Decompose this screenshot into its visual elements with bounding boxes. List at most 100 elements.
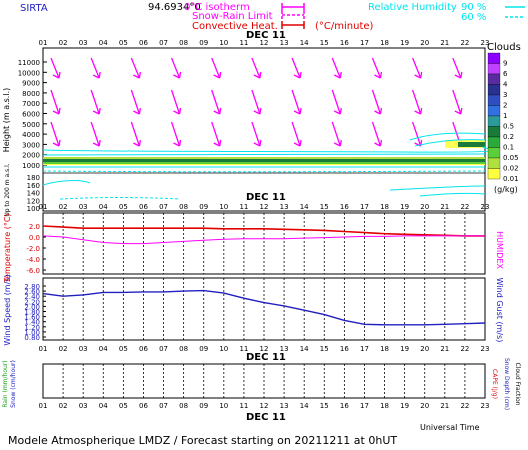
height-tick-label: 6000 <box>22 111 40 119</box>
colorbar-swatch <box>487 73 501 85</box>
hour-tick-label: 04 <box>99 402 108 410</box>
temperature-panel: 2.0 0.0 -2.0 -4.0 -6.0 Temperature (°C) HUMI… <box>3 212 504 284</box>
height-tick-label: 5000 <box>22 121 40 129</box>
wind-gust-label: Wind Gust (m/s) <box>495 278 504 343</box>
isotherm-legend: 0°C isotherm <box>184 2 250 13</box>
wind-arrow <box>90 57 100 79</box>
colorbar-level: 4 <box>503 81 508 89</box>
wind-tick-label: 2.60 <box>24 288 40 296</box>
wind-arrow <box>251 57 261 79</box>
hour-tick-label: 13 <box>280 203 289 211</box>
rain-label: Rain (mm/hour) <box>2 360 9 407</box>
colorbar-level: 2 <box>503 102 507 110</box>
wind-arrow-head <box>414 71 423 79</box>
wind-arrow-head <box>173 71 182 79</box>
wind-arrow-head <box>92 139 101 147</box>
wind-tick-label: 1.00 <box>24 329 40 337</box>
wind-arrow <box>452 89 462 115</box>
snow-depth-label: Snow Depth (cm) <box>503 358 510 410</box>
station-name: SIRTA <box>20 3 48 14</box>
legend-samples <box>281 3 525 29</box>
wind-arrow-head <box>253 107 262 115</box>
colorbar-swatch <box>487 115 501 127</box>
wind-arrow-head <box>454 107 463 115</box>
lower-height-tick-label: 140 <box>27 190 40 198</box>
hour-tick-label: 18 <box>380 345 389 353</box>
colorbar-swatch <box>487 157 501 169</box>
wind-arrow <box>371 121 382 147</box>
wind-tick-label: 2.20 <box>24 298 40 306</box>
rh-contour-8 <box>389 185 486 191</box>
hour-tick-label: 17 <box>360 39 369 47</box>
colorbar-swatch <box>487 63 501 75</box>
hour-tick-label: 05 <box>119 402 128 410</box>
wind-arrow <box>412 89 422 115</box>
cloud-panel-frame <box>42 47 486 212</box>
temperature-tick-label: -4.0 <box>26 256 40 264</box>
hour-tick-label: 21 <box>440 203 449 211</box>
hour-tick-label: 18 <box>380 402 389 410</box>
rh-contour-9 <box>59 197 181 200</box>
wind-arrow-head <box>133 107 142 115</box>
rh-60-legend: 60 % <box>461 12 486 23</box>
hour-tick-label: 19 <box>400 203 409 211</box>
wind-arrow-head <box>92 71 101 79</box>
rh-90-legend: 90 % <box>461 2 486 13</box>
cloud-panel-ylabel-lower: Up to 200 m a.s.l. <box>4 163 11 216</box>
hour-tick-label: 07 <box>159 345 168 353</box>
hour-tick-label: 18 <box>380 203 389 211</box>
hour-tick-label: 08 <box>179 345 188 353</box>
wind-arrow <box>412 57 422 79</box>
wind-series <box>42 289 486 326</box>
colorbar-level: 9 <box>503 60 507 68</box>
wind-arrow-head <box>52 71 61 79</box>
wind-tick-label: 2.40 <box>24 293 40 301</box>
wind-arrow <box>291 121 301 147</box>
colorbar-level: 0.05 <box>503 154 519 162</box>
wind-arrow-head <box>293 71 302 79</box>
wind-arrow <box>371 57 382 79</box>
colorbar-swatch <box>487 147 501 159</box>
wind-arrow-head <box>414 107 423 115</box>
wind-arrow <box>50 121 60 147</box>
hour-tick-label: 07 <box>159 203 168 211</box>
hour-tick-label: 13 <box>280 402 289 410</box>
hour-tick-label: 06 <box>139 39 148 47</box>
wind-arrow <box>331 121 341 147</box>
wind-tick-label: 1.60 <box>24 314 40 322</box>
snow-rain-legend: Snow-Rain Limit <box>192 11 273 22</box>
hour-tick-label: 10 <box>219 203 228 211</box>
rh-contour-6 <box>414 139 486 147</box>
cloud-panel: 01 02 03 04 05 06 07 08 09 10 11 12 13 14 15 16 17 18 19 20… <box>2 30 521 217</box>
hour-tick-label: 21 <box>440 402 449 410</box>
wind-arrow <box>251 121 261 147</box>
hour-tick-label: 01 <box>39 39 48 47</box>
wind-tick-label: 1.80 <box>24 309 40 317</box>
height-tick-label: 9000 <box>22 80 40 88</box>
hour-tick-label: 11 <box>239 203 248 211</box>
wind-panel-date: DEC 11 <box>246 352 286 363</box>
cloud-band-lightgreen <box>43 162 485 164</box>
wind-arrow <box>170 57 181 79</box>
colorbar-level: 1 <box>503 112 507 120</box>
lower-height-tick-label: 100 <box>27 205 40 213</box>
rh-contour-10 <box>419 192 486 197</box>
hour-tick-label: 05 <box>119 203 128 211</box>
hour-tick-label: 10 <box>219 39 228 47</box>
hour-tick-label: 23 <box>481 39 490 47</box>
wind-ylabel: Wind Speed (m/s) <box>3 274 12 345</box>
cloud-band-lower <box>43 164 485 165</box>
hour-tick-label: 12 <box>260 39 269 47</box>
wind-arrow <box>331 57 341 79</box>
hour-tick-label: 15 <box>320 203 329 211</box>
hour-tick-label: 16 <box>340 203 349 211</box>
colorbar-level: 3 <box>503 91 507 99</box>
hour-tick-label: 02 <box>59 39 68 47</box>
lower-height-tick-label: 120 <box>27 197 40 205</box>
hour-tick-label: 22 <box>460 345 469 353</box>
hour-tick-label: 11 <box>239 39 248 47</box>
wind-arrow-head <box>253 139 262 147</box>
snow-rain-sample <box>281 11 305 19</box>
colorbar-swatch <box>487 126 501 138</box>
wind-y-ticks: 2.802.602.402.202.001.801.601.401.201.00… <box>24 283 46 342</box>
